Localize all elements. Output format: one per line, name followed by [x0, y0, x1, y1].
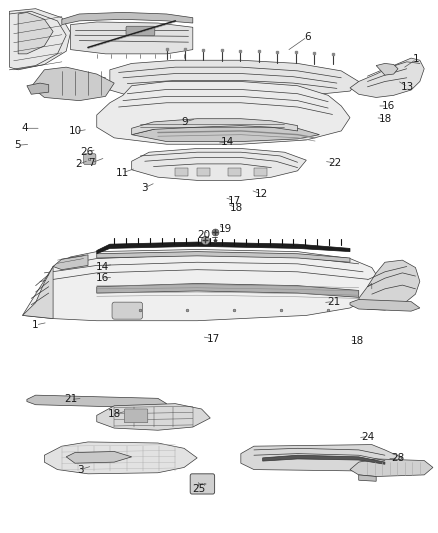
Text: 25: 25	[193, 484, 206, 494]
FancyBboxPatch shape	[126, 26, 155, 36]
Text: 11: 11	[116, 168, 129, 178]
FancyBboxPatch shape	[190, 474, 215, 494]
Polygon shape	[350, 58, 424, 98]
Polygon shape	[350, 459, 433, 477]
Text: 18: 18	[230, 203, 243, 213]
Text: Jeep: Jeep	[198, 482, 207, 486]
Polygon shape	[132, 124, 319, 142]
Text: 14: 14	[95, 262, 109, 271]
Polygon shape	[350, 300, 420, 311]
Text: 9: 9	[182, 117, 188, 127]
Text: 2: 2	[75, 159, 82, 169]
Text: 10: 10	[69, 126, 82, 136]
Text: 28: 28	[392, 453, 405, 463]
Polygon shape	[132, 119, 297, 135]
Text: 21: 21	[327, 296, 340, 306]
Polygon shape	[97, 242, 350, 254]
Text: 7: 7	[88, 158, 95, 168]
Text: 13: 13	[401, 82, 414, 92]
Polygon shape	[241, 445, 403, 471]
Polygon shape	[44, 442, 197, 474]
Polygon shape	[53, 255, 88, 270]
Bar	[254, 168, 267, 176]
Bar	[175, 168, 188, 176]
FancyBboxPatch shape	[124, 409, 148, 423]
FancyBboxPatch shape	[112, 302, 143, 319]
Polygon shape	[22, 249, 381, 321]
Polygon shape	[31, 67, 114, 101]
Text: 3: 3	[141, 183, 148, 193]
Polygon shape	[62, 12, 193, 25]
Polygon shape	[22, 266, 53, 319]
Polygon shape	[27, 395, 166, 408]
Text: 20: 20	[197, 230, 210, 240]
Text: 26: 26	[81, 147, 94, 157]
Polygon shape	[263, 455, 385, 464]
Polygon shape	[10, 9, 71, 70]
Polygon shape	[97, 82, 350, 144]
Polygon shape	[27, 83, 49, 94]
Text: 21: 21	[64, 394, 77, 405]
Text: 4: 4	[21, 123, 28, 133]
Polygon shape	[97, 252, 350, 262]
Polygon shape	[18, 12, 53, 54]
Bar	[228, 168, 241, 176]
Text: 1: 1	[413, 54, 420, 64]
Polygon shape	[110, 60, 359, 99]
Polygon shape	[132, 149, 306, 180]
Text: 14: 14	[221, 137, 234, 147]
Text: 17: 17	[207, 334, 220, 344]
Text: 17: 17	[228, 196, 241, 206]
Text: 5: 5	[14, 140, 21, 150]
Text: o: o	[88, 157, 92, 161]
Text: 18: 18	[351, 336, 364, 346]
Bar	[197, 168, 210, 176]
Polygon shape	[97, 284, 359, 297]
Polygon shape	[71, 22, 193, 54]
Text: 16: 16	[95, 273, 109, 283]
Polygon shape	[359, 475, 376, 481]
Text: 12: 12	[255, 189, 268, 199]
Polygon shape	[359, 260, 420, 310]
Text: 24: 24	[362, 432, 375, 442]
Polygon shape	[66, 451, 132, 463]
Text: 22: 22	[328, 158, 341, 168]
Text: 19: 19	[219, 224, 232, 235]
Text: 16: 16	[382, 101, 395, 111]
FancyBboxPatch shape	[84, 154, 96, 165]
Text: 18: 18	[108, 409, 121, 419]
Polygon shape	[376, 63, 398, 75]
Text: 6: 6	[304, 32, 311, 42]
Text: 3: 3	[77, 465, 84, 474]
Text: 18: 18	[379, 114, 392, 124]
Polygon shape	[97, 403, 210, 430]
Text: 1: 1	[32, 320, 39, 330]
